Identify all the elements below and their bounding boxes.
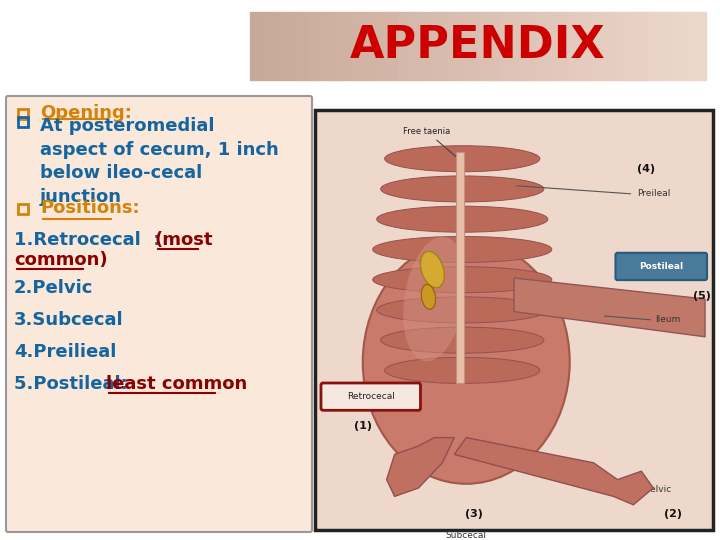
FancyBboxPatch shape — [6, 96, 312, 532]
Ellipse shape — [421, 285, 436, 309]
Bar — [409, 12, 422, 80]
Text: 5.Postileal:: 5.Postileal: — [14, 375, 134, 393]
Text: Subcecal: Subcecal — [446, 531, 487, 540]
Bar — [569, 12, 581, 80]
Text: Retrocecal: Retrocecal — [347, 393, 395, 401]
Text: Free taenia: Free taenia — [402, 126, 458, 159]
Bar — [307, 12, 319, 80]
Bar — [364, 12, 376, 80]
Text: (1): (1) — [354, 421, 372, 431]
Ellipse shape — [384, 357, 540, 383]
Text: (4): (4) — [637, 164, 655, 174]
Text: Opening:: Opening: — [40, 104, 132, 122]
Text: (5): (5) — [693, 291, 711, 301]
Ellipse shape — [403, 237, 466, 361]
Text: At posteromedial
aspect of cecum, 1 inch
below ileo-cecal
junction: At posteromedial aspect of cecum, 1 inch… — [40, 117, 279, 206]
Bar — [512, 12, 524, 80]
Ellipse shape — [373, 267, 552, 293]
Text: (most: (most — [155, 231, 214, 249]
Ellipse shape — [384, 146, 540, 172]
Bar — [557, 12, 570, 80]
Bar — [315, 110, 713, 530]
Bar — [341, 12, 354, 80]
Bar — [534, 12, 546, 80]
Bar — [523, 12, 536, 80]
FancyBboxPatch shape — [321, 383, 420, 410]
Bar — [18, 109, 28, 119]
Bar — [18, 204, 28, 214]
Bar — [626, 12, 638, 80]
Text: Preileal: Preileal — [637, 190, 671, 199]
Bar — [295, 12, 308, 80]
Bar — [477, 12, 490, 80]
Text: Ileum: Ileum — [655, 315, 680, 325]
Bar — [420, 12, 433, 80]
Ellipse shape — [377, 297, 548, 323]
Ellipse shape — [363, 240, 570, 484]
Bar — [432, 12, 444, 80]
Bar — [261, 12, 274, 80]
Text: 3.Subcecal: 3.Subcecal — [14, 311, 124, 329]
FancyBboxPatch shape — [616, 253, 707, 280]
Bar — [636, 12, 649, 80]
Polygon shape — [514, 278, 705, 337]
Text: 1.Retrocecal  :: 1.Retrocecal : — [14, 231, 161, 249]
Bar — [455, 12, 467, 80]
Ellipse shape — [377, 206, 548, 232]
Bar — [330, 12, 342, 80]
Bar — [273, 12, 285, 80]
Polygon shape — [456, 152, 464, 383]
Text: least common: least common — [106, 375, 247, 393]
Ellipse shape — [420, 252, 444, 288]
Bar — [250, 12, 262, 80]
Bar — [318, 12, 330, 80]
Text: 2.Pelvic: 2.Pelvic — [14, 279, 94, 297]
Text: Cecum: Cecum — [497, 449, 531, 460]
Text: Pelvic: Pelvic — [645, 485, 672, 494]
Text: APPENDIX: APPENDIX — [350, 24, 606, 68]
Text: 4.Preilieal: 4.Preilieal — [14, 343, 117, 361]
Bar — [648, 12, 660, 80]
Bar — [614, 12, 626, 80]
Bar — [444, 12, 456, 80]
Bar — [398, 12, 410, 80]
Bar — [671, 12, 683, 80]
Ellipse shape — [373, 237, 552, 262]
Bar — [284, 12, 297, 80]
Text: (3): (3) — [465, 509, 483, 519]
Bar — [603, 12, 615, 80]
Bar — [683, 12, 695, 80]
Bar — [660, 12, 672, 80]
Polygon shape — [454, 437, 653, 505]
Bar — [387, 12, 399, 80]
Bar — [466, 12, 479, 80]
Bar — [580, 12, 593, 80]
Text: Positions:: Positions: — [40, 199, 140, 217]
Bar — [18, 117, 28, 127]
Bar — [500, 12, 513, 80]
Bar — [489, 12, 501, 80]
Ellipse shape — [381, 327, 544, 353]
Bar — [352, 12, 365, 80]
Bar — [693, 12, 706, 80]
Text: Postileal: Postileal — [639, 262, 683, 271]
Polygon shape — [387, 437, 454, 496]
Bar — [375, 12, 387, 80]
Text: common): common) — [14, 251, 107, 269]
Ellipse shape — [381, 176, 544, 202]
Bar — [546, 12, 558, 80]
Text: (2): (2) — [665, 509, 683, 519]
Bar — [591, 12, 603, 80]
